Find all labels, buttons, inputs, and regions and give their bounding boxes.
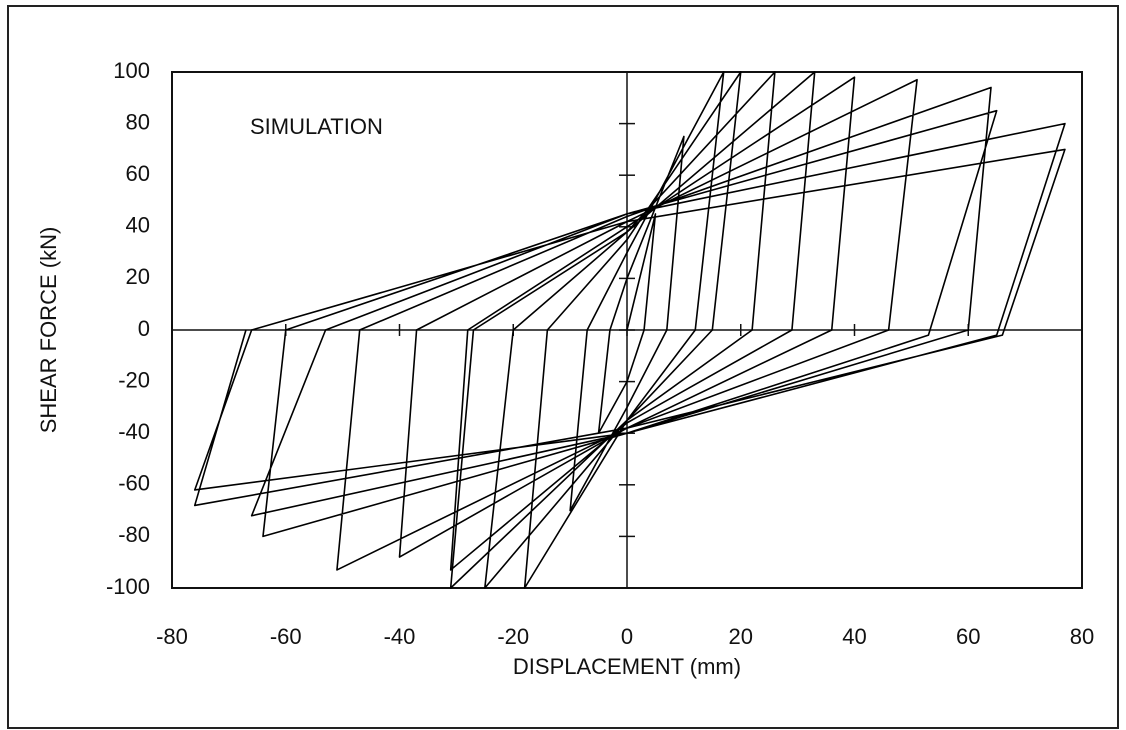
x-tick-label: 80 bbox=[1070, 624, 1094, 649]
y-axis-label: SHEAR FORCE (kN) bbox=[36, 227, 61, 434]
x-tick-label: -40 bbox=[384, 624, 416, 649]
y-tick-label: 0 bbox=[138, 316, 150, 341]
x-tick-label: -80 bbox=[156, 624, 188, 649]
figure-frame bbox=[7, 5, 1119, 729]
x-axis-label: DISPLACEMENT (mm) bbox=[513, 654, 741, 679]
series-line bbox=[193, 71, 1066, 589]
y-tick-label: 100 bbox=[113, 58, 150, 83]
x-tick-label: 60 bbox=[956, 624, 980, 649]
y-tick-label: 60 bbox=[126, 161, 150, 186]
x-tick-label: -20 bbox=[497, 624, 529, 649]
x-tick-label: 40 bbox=[842, 624, 866, 649]
y-tick-label: -40 bbox=[118, 419, 150, 444]
x-tick-label: -60 bbox=[270, 624, 302, 649]
annotation: SIMULATION bbox=[250, 114, 383, 139]
x-tick-label: 0 bbox=[621, 624, 633, 649]
y-tick-label: 40 bbox=[126, 213, 150, 238]
y-tick-label: -100 bbox=[106, 574, 150, 599]
y-tick-label: 80 bbox=[126, 109, 150, 134]
y-tick-label: -20 bbox=[118, 367, 150, 392]
x-tick-label: 20 bbox=[729, 624, 753, 649]
y-tick-label: -80 bbox=[118, 522, 150, 547]
y-tick-label: 20 bbox=[126, 264, 150, 289]
y-tick-label: -60 bbox=[118, 471, 150, 496]
